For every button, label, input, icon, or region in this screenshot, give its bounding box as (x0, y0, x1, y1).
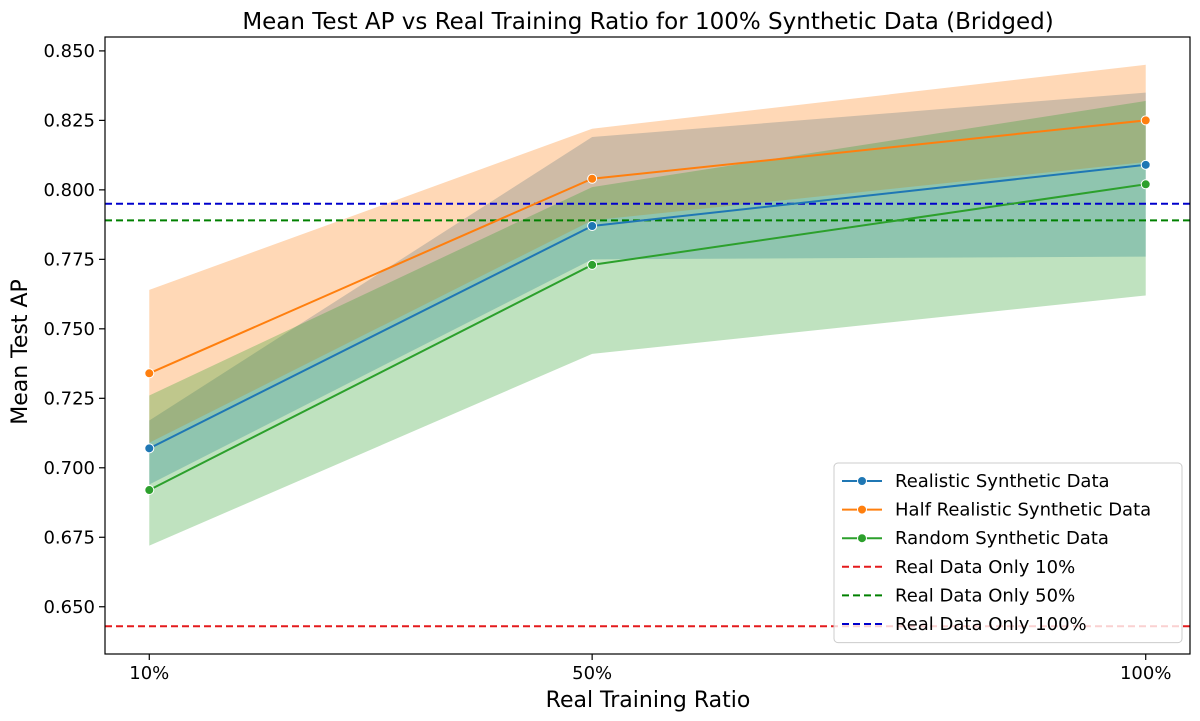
y-tick-label: 0.800 (43, 180, 95, 201)
y-axis-label: Mean Test AP (8, 279, 33, 425)
data-point (144, 485, 155, 496)
x-axis-label: Real Training Ratio (546, 688, 751, 713)
confidence-bands (149, 64, 1146, 546)
confidence-band-2 (149, 64, 1146, 443)
y-tick-label: 0.750 (43, 319, 95, 340)
legend-point-marker (857, 533, 867, 544)
y-tick-label: 0.775 (43, 249, 95, 270)
legend-label: Realistic Synthetic Data (895, 471, 1110, 492)
confidence-band-3 (149, 100, 1146, 546)
y-tick-label: 0.700 (43, 458, 95, 479)
confidence-band-1 (149, 92, 1146, 485)
x-tick-label: 50% (572, 663, 612, 684)
legend-point-marker (857, 476, 867, 486)
x-axis: 10% 50% 100% (129, 654, 1171, 684)
y-tick-label: 0.825 (43, 110, 95, 131)
data-point (144, 443, 155, 454)
data-point (587, 220, 598, 231)
y-tick-label: 0.675 (43, 527, 95, 548)
legend-label: Random Synthetic Data (895, 528, 1109, 549)
data-point (587, 173, 598, 184)
plot-frame (104, 36, 1191, 655)
data-point (1140, 115, 1151, 126)
y-tick-label: 0.650 (43, 597, 95, 618)
legend-label: Real Data Only 50% (895, 585, 1075, 606)
x-tick-label: 10% (129, 663, 169, 684)
legend-point-marker (857, 504, 867, 515)
legend-label: Real Data Only 100% (895, 614, 1087, 635)
chart-title: Mean Test AP vs Real Training Ratio for … (242, 9, 1053, 35)
legend-label: Half Realistic Synthetic Data (895, 500, 1151, 521)
x-tick-label: 100% (1120, 663, 1171, 684)
data-point (587, 259, 598, 270)
y-tick-label: 0.725 (43, 388, 95, 409)
data-point (144, 368, 155, 379)
y-tick-label: 0.850 (43, 41, 95, 62)
data-point (1140, 179, 1151, 190)
legend-box (833, 462, 1183, 644)
y-axis: 0.650 0.675 0.700 0.725 0.750 0.775 0.800 0.825… (43, 41, 105, 618)
legend: Realistic Synthetic Data Half Realistic S… (833, 462, 1183, 644)
data-point (1140, 159, 1151, 170)
data-points (144, 115, 1151, 496)
legend-label: Real Data Only 10% (895, 557, 1075, 578)
